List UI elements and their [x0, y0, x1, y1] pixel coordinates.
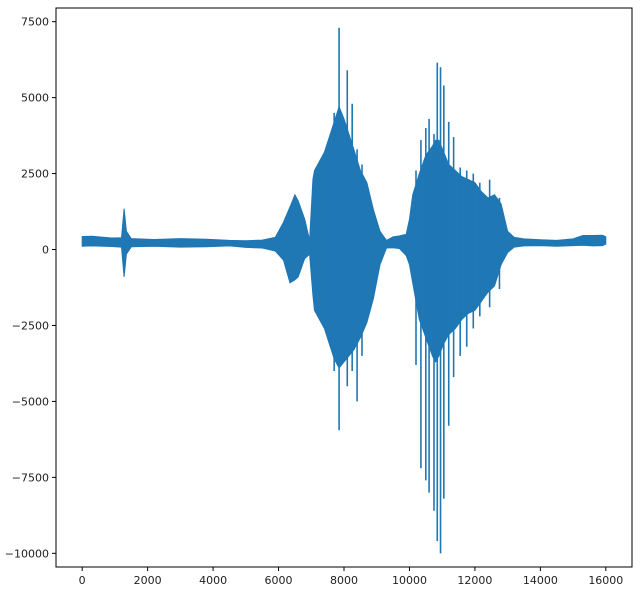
- x-tick-label: 0: [79, 574, 86, 587]
- x-tick-label: 8000: [330, 574, 358, 587]
- x-tick-label: 14000: [523, 574, 558, 587]
- x-tick-label: 6000: [265, 574, 293, 587]
- y-tick-label: 5000: [21, 92, 49, 105]
- axes: 0 2000 4000 6000 8000 10000 12000 14000 16000 750…: [5, 16, 624, 587]
- x-tick-label: 10000: [392, 574, 427, 587]
- y-tick-label: 0: [42, 244, 49, 257]
- y-tick-label: −7500: [12, 471, 49, 484]
- x-tick-label: 16000: [588, 574, 623, 587]
- waveform-envelope: [81, 105, 607, 369]
- x-tick-label: 4000: [199, 574, 227, 587]
- x-tick-label: 12000: [457, 574, 492, 587]
- x-tick-label: 2000: [134, 574, 162, 587]
- y-tick-label: −5000: [12, 395, 49, 408]
- y-tick-label: 2500: [21, 168, 49, 181]
- y-tick-label: −2500: [12, 319, 49, 332]
- y-tick-label: 7500: [21, 16, 49, 29]
- plot-frame: [55, 7, 633, 568]
- waveform-series: [81, 27, 607, 554]
- y-tick-label: −10000: [5, 547, 49, 560]
